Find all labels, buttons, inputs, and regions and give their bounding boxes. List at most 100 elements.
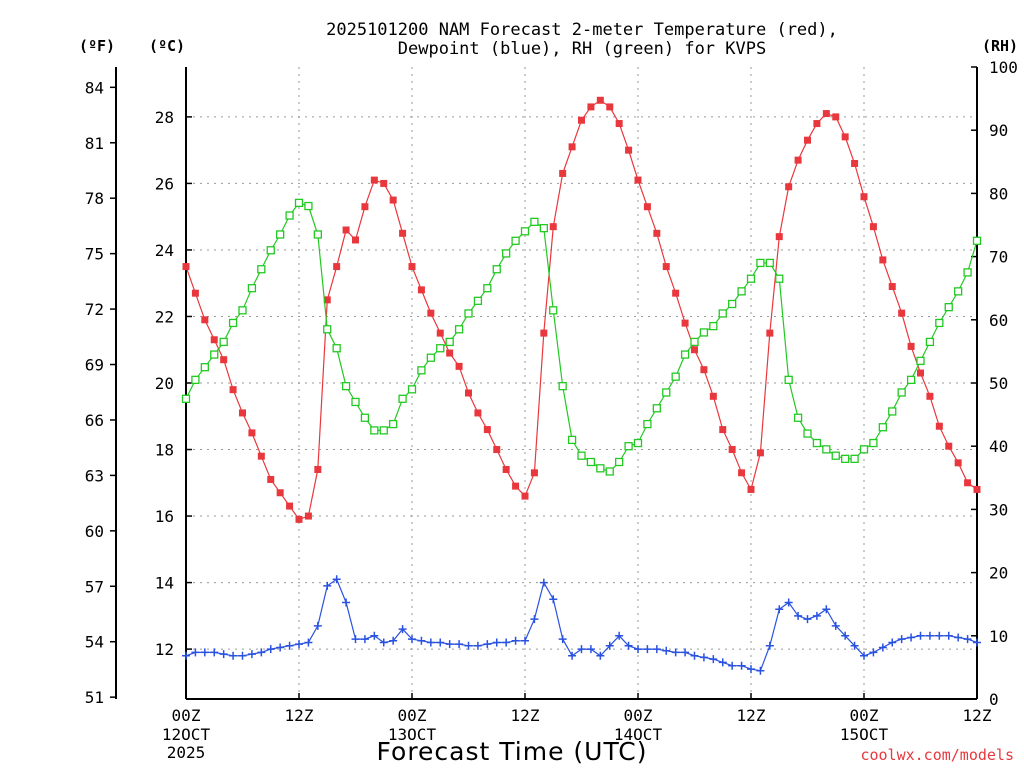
rh-point	[520, 227, 530, 236]
temperature-point	[738, 469, 746, 477]
x-tick-label: 00Z	[850, 706, 879, 725]
rh-tick-label: 10	[989, 627, 1008, 646]
rh-point	[502, 249, 511, 258]
temperature-point	[851, 159, 859, 167]
temperature-point	[512, 482, 520, 490]
dewpoint-point	[182, 651, 190, 660]
dewpoint-point	[229, 651, 238, 660]
rh-point	[191, 375, 200, 384]
fahrenheit-tick-label: 60	[85, 522, 104, 541]
rh-point	[812, 438, 822, 448]
rh-point	[341, 382, 351, 391]
dewpoint-point	[935, 631, 944, 640]
temperature-point	[879, 256, 887, 264]
dewpoint-point	[351, 635, 360, 644]
rh-point	[605, 467, 614, 476]
celsius-tick-label: 24	[155, 241, 174, 260]
rh-point	[925, 337, 935, 347]
rh-tick-label: 30	[989, 500, 1008, 519]
temperature-point	[502, 465, 510, 473]
x-tick-label: 12Z	[511, 706, 540, 725]
x-tick-label: 12Z	[963, 706, 992, 725]
dewpoint-point	[747, 665, 755, 674]
dewpoint-point	[652, 645, 661, 654]
chart-title-line-1: 2025101200 NAM Forecast 2-meter Temperat…	[326, 20, 838, 40]
rh-point	[662, 388, 671, 397]
rh-point	[916, 356, 925, 366]
x-tick-label: 00Z	[172, 706, 201, 725]
temperature-point	[691, 346, 698, 354]
dewpoint-series	[182, 575, 981, 675]
temperature-point	[841, 133, 849, 141]
temperature-point	[625, 146, 633, 154]
dewpoint-point	[765, 641, 774, 650]
rh-point	[360, 413, 370, 422]
x-tick-date: 14OCT	[614, 725, 663, 744]
fahrenheit-unit-label: (ºF)	[79, 37, 115, 55]
dewpoint-point	[718, 658, 727, 667]
rh-point	[276, 230, 285, 239]
rh-point	[935, 318, 944, 328]
temperature-point	[417, 286, 425, 294]
rh-tick-label: 0	[989, 690, 999, 709]
dewpoint-point	[831, 621, 840, 630]
dewpoint-point	[502, 638, 511, 647]
dewpoint-point	[973, 638, 981, 647]
rh-point	[426, 353, 435, 362]
x-tick-date: 13OCT	[388, 725, 437, 744]
dewpoint-point	[464, 641, 473, 650]
rh-point	[746, 274, 756, 283]
rh-point	[379, 426, 388, 435]
dewpoint-point	[492, 638, 501, 647]
rh-point	[454, 325, 464, 334]
dewpoint-point	[445, 640, 454, 649]
fahrenheit-tick-label: 72	[85, 300, 104, 319]
rh-point	[869, 438, 878, 448]
temperature-point	[465, 389, 472, 397]
rh-point	[200, 363, 209, 372]
dewpoint-point	[784, 598, 793, 607]
rh-point	[793, 413, 803, 422]
rh-point	[944, 303, 953, 312]
dewpoint-point	[360, 635, 369, 644]
dewpoint-point	[803, 615, 812, 624]
temperature-point	[935, 422, 943, 430]
rh-point	[699, 328, 709, 337]
temperature-point	[973, 485, 981, 493]
dewpoint-point	[850, 641, 859, 650]
dewpoint-point	[944, 631, 953, 640]
rh-point	[690, 337, 699, 347]
rh-point	[247, 284, 257, 293]
rh-point	[530, 217, 539, 226]
temperature-point	[239, 409, 246, 417]
rh-point	[539, 224, 548, 233]
dewpoint-point	[276, 643, 285, 652]
data-series	[181, 96, 982, 675]
celsius-tick-label: 26	[155, 174, 174, 193]
rh-point	[586, 457, 596, 467]
rh-point	[841, 454, 850, 463]
temperature-point	[220, 356, 228, 364]
dewpoint-point	[436, 638, 445, 647]
dewpoint-line	[185, 578, 978, 672]
dewpoint-point	[728, 661, 737, 670]
x-tick-date: 15OCT	[840, 725, 889, 744]
rh-point	[784, 375, 793, 384]
x-tick-date: 12OCT	[162, 725, 211, 744]
dewpoint-point	[285, 641, 294, 650]
temperature-point	[747, 485, 755, 493]
temperature-point	[474, 409, 482, 417]
rh-tick-label: 70	[989, 248, 1008, 267]
rh-point	[266, 246, 275, 255]
fahrenheit-tick-label: 54	[85, 633, 104, 652]
rh-point	[624, 442, 633, 451]
temperature-point	[370, 176, 378, 184]
temperature-point	[785, 183, 793, 191]
dewpoint-point	[530, 615, 539, 624]
dewpoint-point	[483, 640, 492, 649]
dewpoint-point	[888, 638, 897, 647]
credit-text: coolwx.com/models	[860, 746, 1014, 764]
dewpoint-point	[596, 651, 605, 660]
temperature-point	[436, 329, 444, 337]
temperature-point	[304, 512, 312, 520]
